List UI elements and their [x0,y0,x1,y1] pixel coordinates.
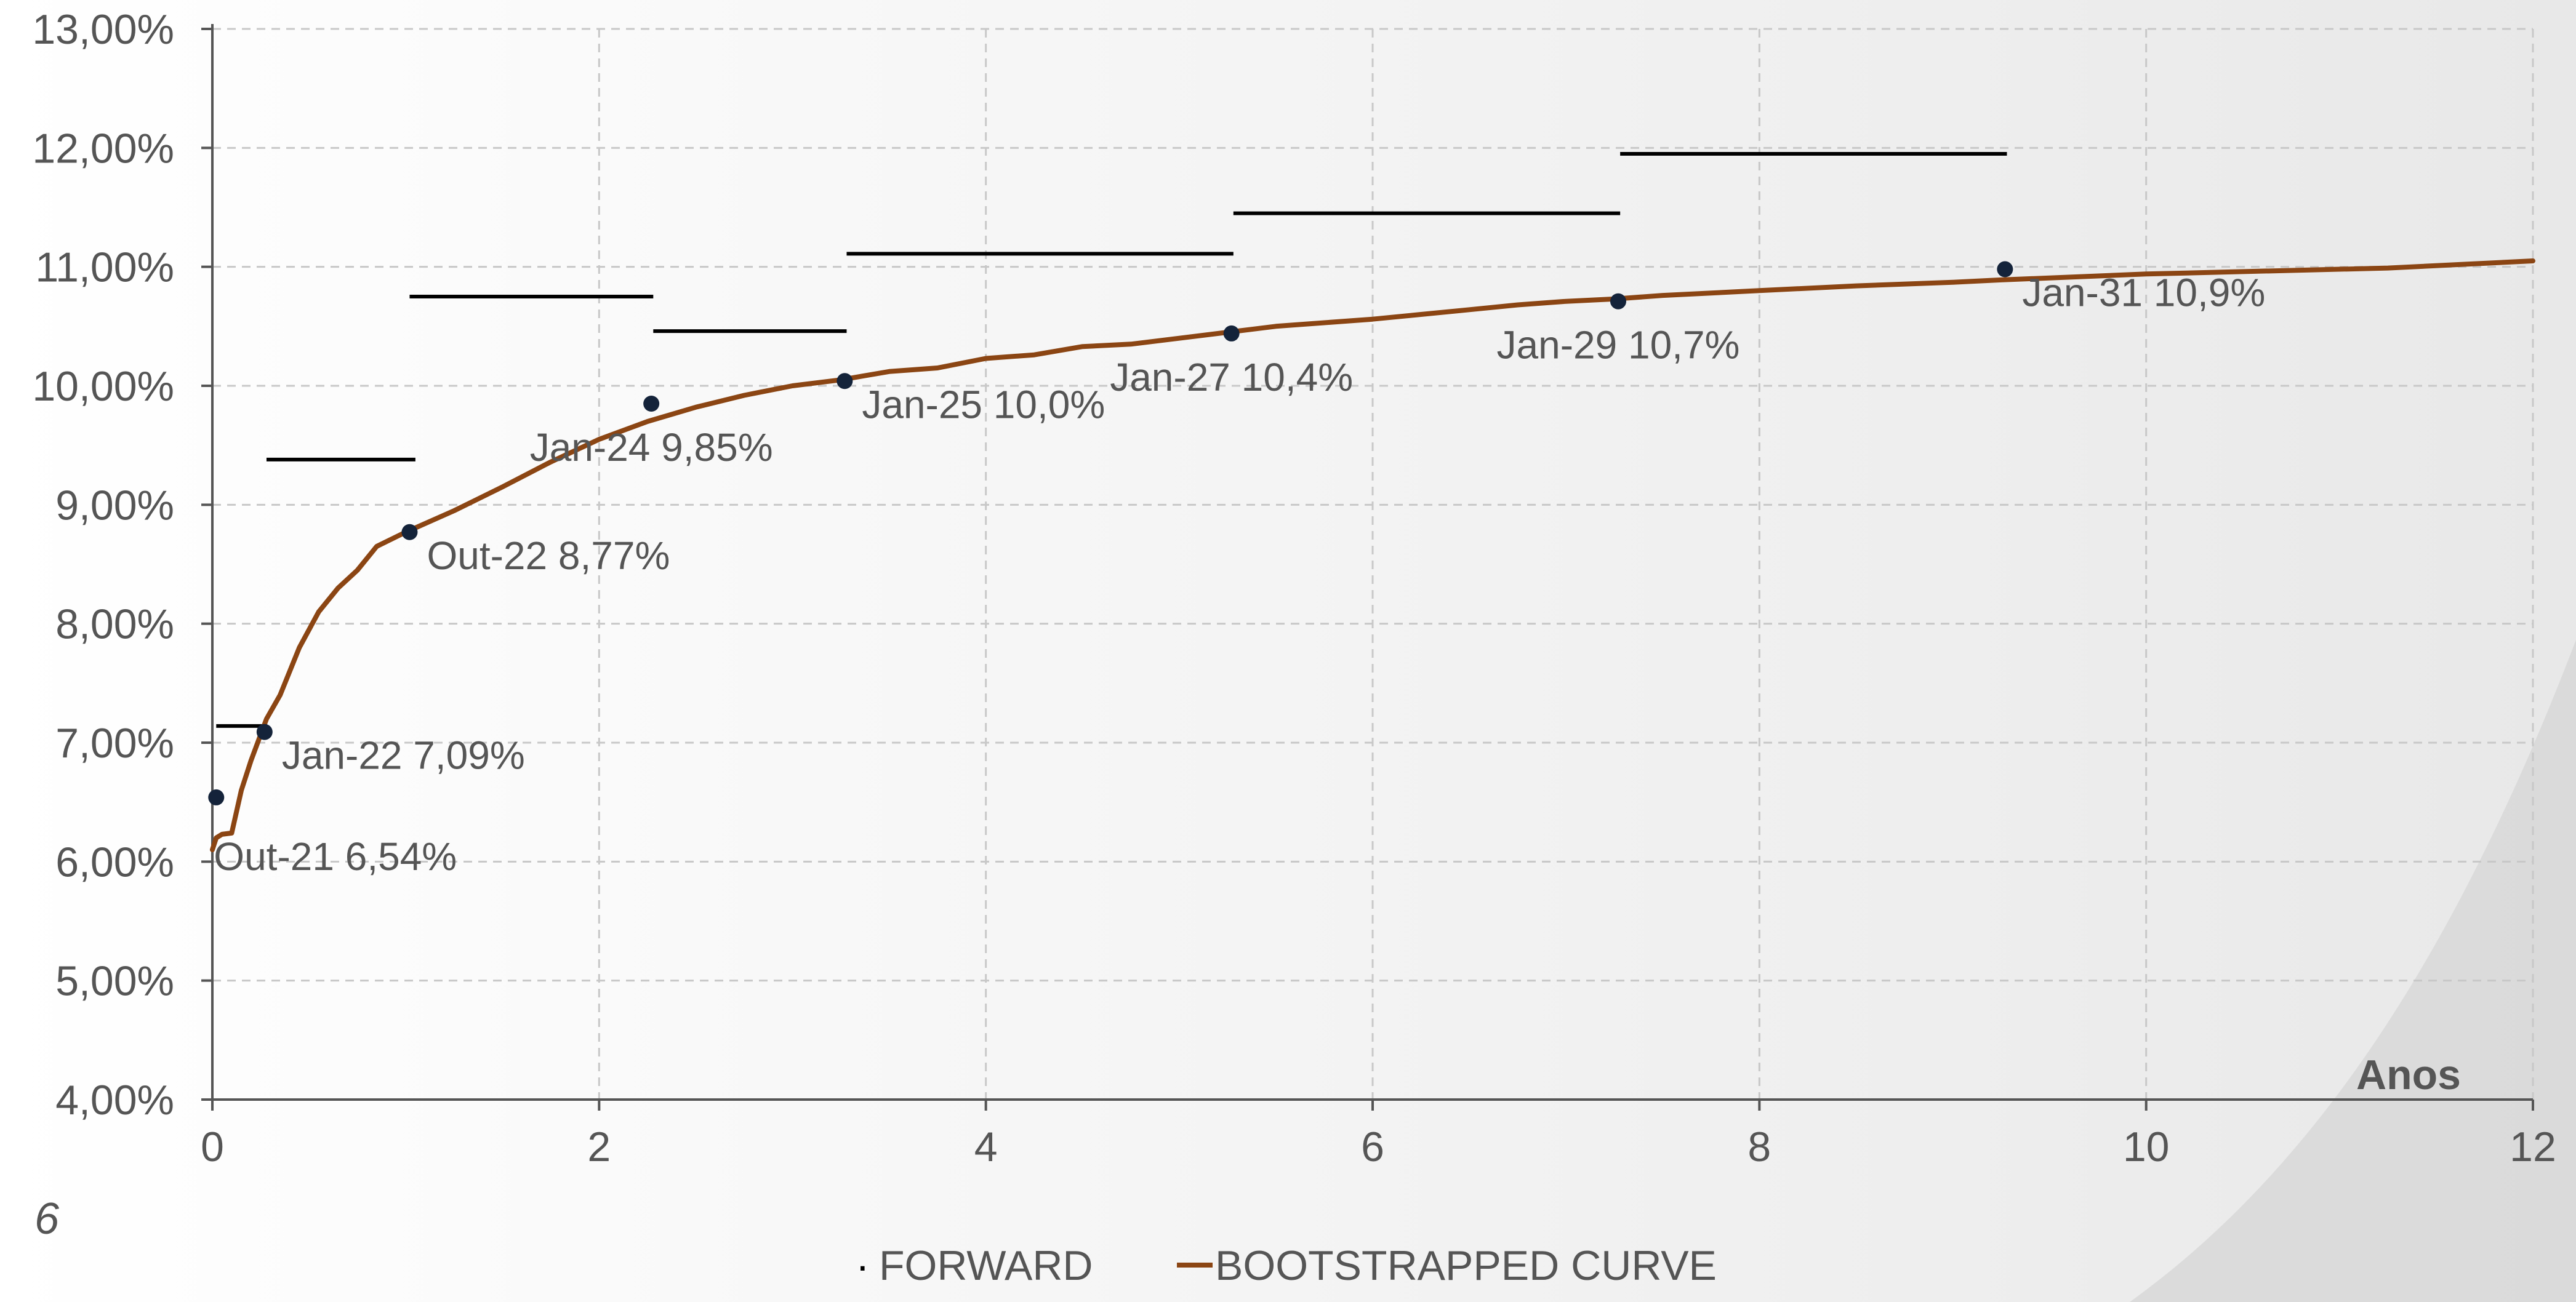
data-point-marker [1610,293,1626,310]
data-label: Jan-22 7,09% [282,733,525,778]
y-tick-label: 7,00% [55,720,174,767]
legend-forward-marker: · [856,1242,870,1289]
y-tick-label: 11,00% [35,244,174,291]
x-axis-label: Anos [2356,1052,2461,1098]
x-tick-label: 2 [587,1124,611,1170]
data-point-marker [1997,261,2013,278]
data-label: Jan-31 10,9% [2022,271,2265,315]
x-tick-label: 10 [2123,1124,2170,1170]
forward-series [216,152,2007,728]
page-number: 6 [34,1194,60,1244]
background-swoosh-decoration [2130,640,2576,1302]
data-point-marker [1223,325,1240,341]
axes: 4,00% 5,00% 6,00% 7,00% 8,00% 9,00% 10,00% 11,0… [32,6,2556,1170]
grid-lines [212,28,2534,1100]
bootstrapped-curve-line [210,258,2535,852]
y-tick-label: 10,00% [32,363,174,410]
data-point-marker [401,524,418,540]
data-point-marker [837,373,853,389]
data-label: Jan-25 10,0% [862,382,1105,426]
data-point-marker [643,396,660,412]
x-tick-label: 8 [1747,1124,1771,1170]
data-label: Out-22 8,77% [427,533,670,578]
x-tick-label: 0 [201,1124,224,1170]
data-point-marker [208,789,225,805]
legend-forward-label: FORWARD [879,1242,1093,1289]
data-label: Out-21 6,54% [214,834,457,879]
y-tick-label: 9,00% [55,482,174,529]
chart-legend: · FORWARD BOOTSTRAPPED CURVE [856,1242,1717,1289]
data-labels: Out-21 6,54% Jan-22 7,09% Out-22 8,77% Jan-… [214,271,2265,879]
x-tick-label: 4 [974,1124,998,1170]
y-tick-label: 4,00% [55,1077,174,1124]
bootstrapped-curve-series [210,258,2535,852]
legend-curve-label: BOOTSTRAPPED CURVE [1215,1242,1717,1289]
data-point-marker [256,724,273,740]
data-points [208,261,2013,805]
y-tick-label: 12,00% [32,125,174,172]
y-tick-label: 8,00% [55,601,174,648]
x-tick-label: 12 [2510,1124,2556,1170]
y-tick-label: 5,00% [55,958,174,1005]
data-label: Jan-24 9,85% [530,425,773,469]
data-label: Jan-29 10,7% [1497,323,1740,367]
data-label: Jan-27 10,4% [1110,355,1353,399]
x-tick-label: 6 [1361,1124,1384,1170]
y-tick-label: 6,00% [55,839,174,885]
y-tick-label: 13,00% [32,6,174,53]
